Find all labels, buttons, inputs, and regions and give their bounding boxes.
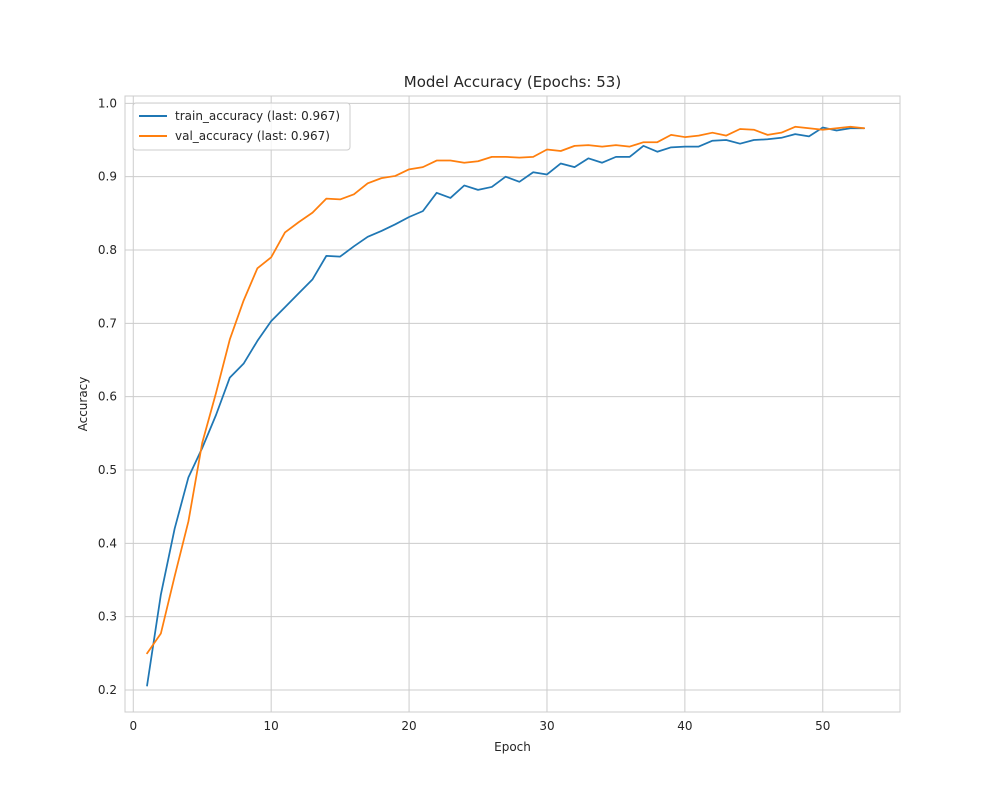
tick-labels: 0 10 20 30 40 50 0.2 0.3 0.4 0.5 0.6 0.7 0.8 0.9 1.0 (98, 96, 831, 733)
legend-label-train-accuracy: train_accuracy (last: 0.967) (175, 109, 340, 123)
y-tick-label: 0.8 (98, 243, 117, 257)
chart-title: Model Accuracy (Epochs: 53) (404, 73, 621, 91)
x-tick-label: 30 (539, 719, 554, 733)
y-axis-title: Accuracy (76, 377, 90, 432)
y-tick-label: 0.3 (98, 610, 117, 624)
series-line-train-accuracy (146, 126, 866, 687)
grid-lines (125, 96, 900, 712)
y-tick-label: 1.0 (98, 96, 117, 110)
x-axis-title: Epoch (494, 740, 531, 754)
plot-frame (124, 95, 901, 713)
x-tick-label: 0 (129, 719, 137, 733)
y-tick-label: 0.9 (98, 170, 117, 184)
y-tick-label: 0.4 (98, 536, 117, 550)
series-lines (146, 125, 866, 687)
y-tick-label: 0.6 (98, 390, 117, 404)
legend-box (132, 102, 351, 151)
x-tick-label: 40 (677, 719, 692, 733)
series-line-val-accuracy (146, 125, 866, 655)
x-tick-label: 10 (264, 719, 279, 733)
y-tick-label: 0.2 (98, 683, 117, 697)
y-tick-label: 0.5 (98, 463, 117, 477)
legend-label-val-accuracy: val_accuracy (last: 0.967) (175, 129, 330, 143)
x-tick-label: 20 (401, 719, 416, 733)
legend: train_accuracy (last: 0.967) val_accuracy… (132, 102, 351, 151)
x-tick-label: 50 (815, 719, 830, 733)
y-tick-label: 0.7 (98, 316, 117, 330)
